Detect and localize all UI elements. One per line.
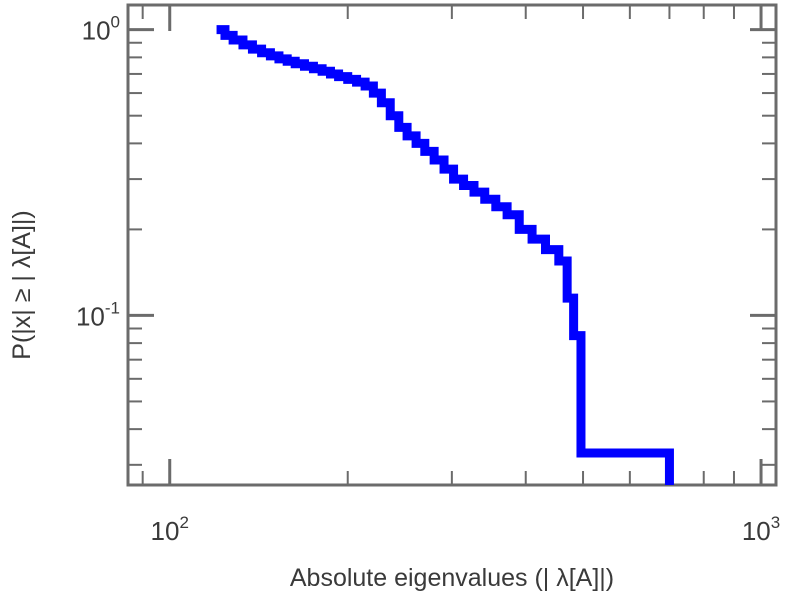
tick-label: 102: [151, 513, 189, 546]
x-axis-title: Absolute eigenvalues (| λ[A]|): [290, 564, 614, 592]
y-axis-tick-labels: 100 10-1: [76, 13, 120, 332]
y-axis-title: P(|x| ≥ | λ[A]|): [8, 210, 36, 359]
tick-label: 100: [82, 13, 120, 46]
plot-background: [128, 5, 776, 485]
series-ccdf-line: [216, 25, 674, 485]
tick-label: 103: [742, 513, 780, 546]
plot-frame: [126, 3, 778, 487]
tick-label: 10-1: [76, 298, 120, 331]
x-axis-tick-labels: 102 103: [151, 513, 781, 546]
y-axis-minor-ticks: [128, 41, 776, 466]
y-axis-major-ticks: [128, 28, 776, 317]
x-axis-major-ticks: [168, 5, 763, 485]
